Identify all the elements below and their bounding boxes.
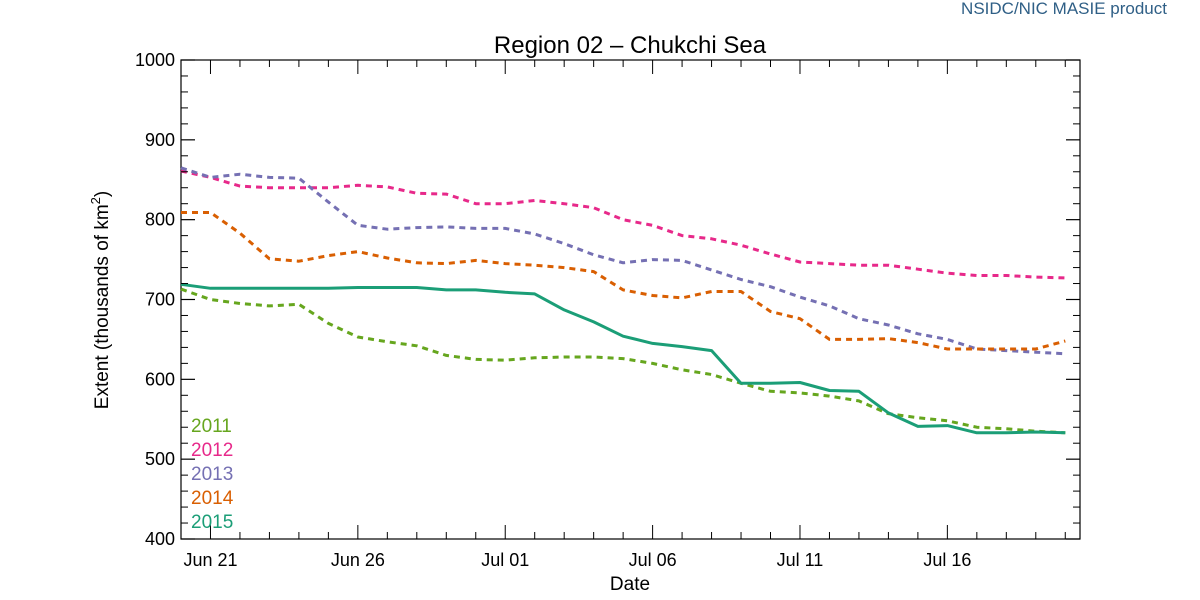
y-tick-label: 600 xyxy=(145,369,175,389)
ticks-layer xyxy=(180,59,1080,540)
series-line-2012 xyxy=(180,169,1066,280)
x-tick-label: Jul 11 xyxy=(777,550,824,570)
y-tick-label: 400 xyxy=(145,529,175,549)
series-line-2011 xyxy=(180,287,1066,435)
credit-text: NSIDC/NIC MASIE product xyxy=(961,0,1167,18)
y-tick-label: 500 xyxy=(145,449,175,469)
legend-entry-2015: 2015 xyxy=(191,512,233,533)
x-tick-labels: Jun 21 Jun 26 Jul 01 Jul 06 Jul 11 Jul 16 xyxy=(183,550,971,570)
legend-entry-2012: 2012 xyxy=(191,440,233,461)
x-tick-label: Jun 26 xyxy=(331,550,385,570)
y-tick-label: 800 xyxy=(145,210,175,230)
x-tick-label: Jul 01 xyxy=(481,550,529,570)
x-tick-label: Jul 16 xyxy=(923,550,971,570)
y-tick-label: 900 xyxy=(145,130,175,150)
plot-area xyxy=(180,59,1081,540)
plot-frame xyxy=(180,59,1081,540)
legend: 2011 2012 2013 2014 2015 xyxy=(191,416,234,533)
y-axis-title-superscript: 2 xyxy=(88,197,103,204)
series-line-2015 xyxy=(180,282,1066,435)
chart-title: Region 02 – Chukchi Sea xyxy=(494,32,767,59)
y-axis-title-main: Extent (thousands of km xyxy=(92,204,113,409)
series-layer xyxy=(180,166,1066,435)
legend-entry-2014: 2014 xyxy=(191,488,234,509)
x-tick-label: Jul 06 xyxy=(629,550,677,570)
y-tick-label: 1000 xyxy=(135,50,175,70)
y-tick-label: 700 xyxy=(145,290,175,310)
y-tick-labels: 400 500 600 700 800 900 1000 xyxy=(135,50,175,549)
legend-entry-2013: 2013 xyxy=(191,464,233,485)
y-axis-title-close: ) xyxy=(92,191,113,197)
y-axis-title: Extent (thousands of km2) xyxy=(88,191,113,409)
x-axis-title: Date xyxy=(610,574,650,595)
series-line-2014 xyxy=(181,211,1066,351)
x-tick-label: Jun 21 xyxy=(183,550,237,570)
series-line-2013 xyxy=(180,166,1066,356)
legend-entry-2011: 2011 xyxy=(191,416,232,437)
